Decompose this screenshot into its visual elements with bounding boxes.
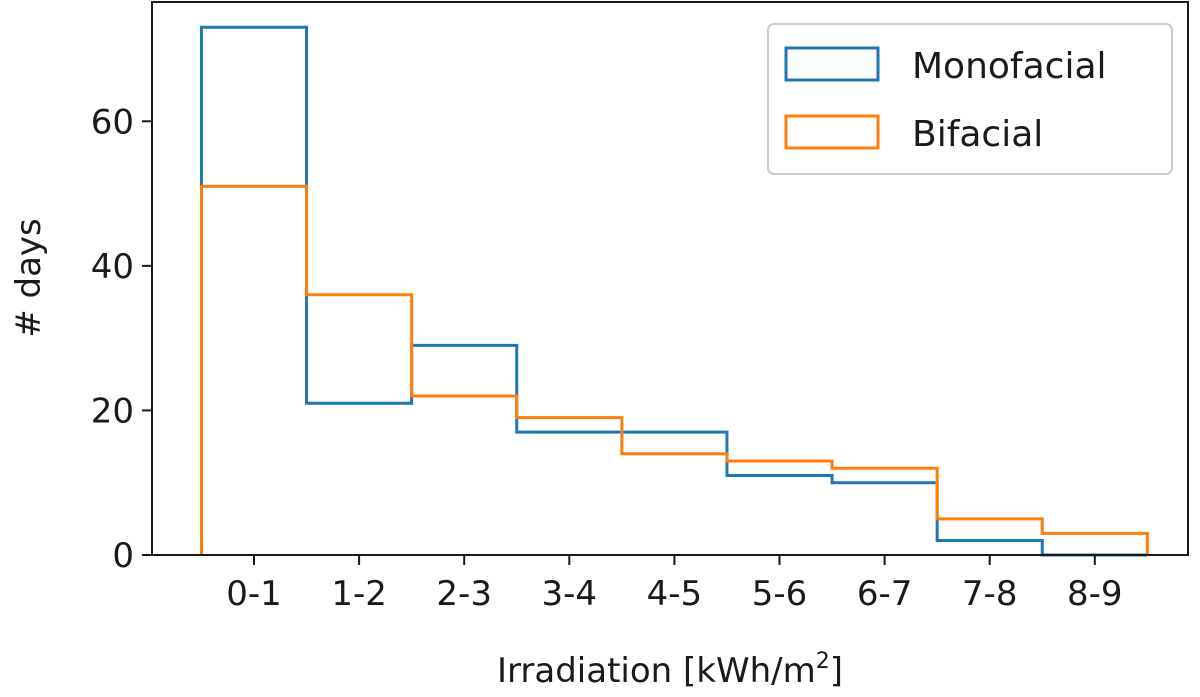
plot-frame bbox=[151, 1, 1189, 556]
y-tick-label-60: 60 bbox=[91, 102, 134, 142]
series-line-bifacial bbox=[199, 184, 1149, 555]
x-tick-label-4-5: 4-5 bbox=[647, 574, 703, 614]
y-tick-label-20: 20 bbox=[91, 391, 134, 431]
x-axis-label-suffix: ] bbox=[830, 651, 843, 691]
y-tick-label-40: 40 bbox=[91, 247, 134, 287]
legend-swatch-bifacial bbox=[784, 114, 880, 150]
x-tick-label-7-8: 7-8 bbox=[962, 574, 1018, 614]
x-tick-label-3-4: 3-4 bbox=[542, 574, 598, 614]
y-axis-ticks: 0 20 40 60 bbox=[91, 102, 152, 576]
legend-box bbox=[767, 23, 1173, 175]
x-axis-label: Irradiation [kWh/m2] bbox=[497, 649, 843, 691]
y-axis-label: # days bbox=[9, 218, 49, 338]
x-tick-label-5-6: 5-6 bbox=[752, 574, 808, 614]
y-tick-label-0: 0 bbox=[112, 536, 134, 576]
x-tick-label-6-7: 6-7 bbox=[857, 574, 913, 614]
legend-swatch-monofacial bbox=[784, 46, 880, 82]
x-tick-label-2-3: 2-3 bbox=[436, 574, 492, 614]
series-line-monofacial bbox=[199, 25, 1148, 557]
x-axis-ticks: 0-1 1-2 2-3 3-4 4-5 5-6 6-7 7-8 8-9 bbox=[226, 555, 1123, 614]
legend-label-monofacial: Monofacial bbox=[912, 46, 1107, 87]
x-tick-label-8-9: 8-9 bbox=[1067, 574, 1123, 614]
legend-label-bifacial: Bifacial bbox=[912, 114, 1043, 155]
legend: Monofacial Bifacial bbox=[767, 23, 1173, 175]
x-tick-label-0-1: 0-1 bbox=[226, 574, 282, 614]
series-layer bbox=[199, 25, 1149, 557]
x-axis-label-superscript: 2 bbox=[816, 649, 830, 674]
x-tick-label-1-2: 1-2 bbox=[331, 574, 387, 614]
x-axis-label-main: Irradiation [kWh/m bbox=[497, 651, 816, 691]
